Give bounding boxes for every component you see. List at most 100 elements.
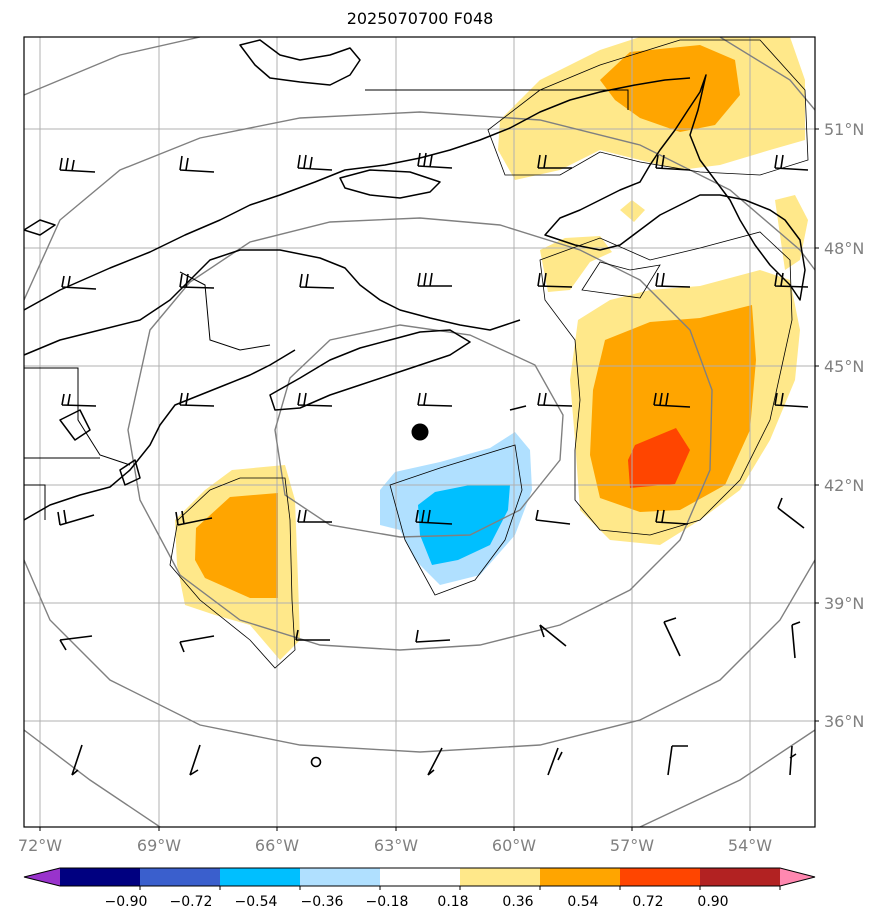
lon-label: 60°W <box>492 836 536 855</box>
wind-barb <box>655 154 691 171</box>
wind-barbs <box>57 152 809 776</box>
lat-label: 36°N <box>824 712 864 731</box>
coastlines <box>24 39 806 521</box>
colorbar-outline <box>23 867 816 887</box>
coastline <box>544 74 806 301</box>
colorbar-tick-label: −0.54 <box>235 894 278 910</box>
contour-line <box>539 231 793 536</box>
coastline <box>24 219 56 236</box>
wind-barb <box>297 154 333 171</box>
wind-barb <box>179 273 215 289</box>
wind-barb <box>509 405 527 411</box>
range-ring <box>639 729 815 827</box>
wind-barb <box>537 154 572 169</box>
lat-label: 48°N <box>824 239 864 258</box>
anomaly-area <box>628 428 690 488</box>
colorbar-bin <box>540 868 621 886</box>
wind-barb <box>655 509 689 525</box>
colorbar-bin <box>300 868 381 886</box>
wind-barb <box>415 629 451 643</box>
map-title: 2025070700 F048 <box>346 9 494 28</box>
wind-barb <box>59 157 96 173</box>
lat-label: 51°N <box>824 120 864 139</box>
wind-barb <box>667 745 688 776</box>
wind-barb <box>175 510 213 526</box>
colorbar-tick-labels: −0.90 −0.72 −0.54 −0.36 −0.18 0.18 0.36 … <box>105 894 729 910</box>
wind-barb <box>547 747 563 776</box>
colorbar-tick-label: 0.90 <box>697 894 728 910</box>
shaded-field-layer <box>175 37 808 660</box>
colorbar: −0.90 −0.72 −0.54 −0.36 −0.18 0.18 0.36 … <box>23 867 816 910</box>
range-ring <box>24 111 815 301</box>
wind-barb <box>774 154 809 171</box>
lat-label: 42°N <box>824 476 864 495</box>
colorbar-tick-label: 0.36 <box>502 894 533 910</box>
range-ring <box>719 37 815 111</box>
colorbar-bin <box>460 868 541 886</box>
lon-label: 69°W <box>137 836 181 855</box>
contour-line <box>581 261 661 299</box>
wind-barb <box>774 392 809 408</box>
wind-barb <box>774 272 809 288</box>
coastline <box>239 39 361 86</box>
colorbar-bin <box>380 868 461 886</box>
wind-barb <box>415 509 453 525</box>
colorbar-tick-label: 0.18 <box>437 894 468 910</box>
wind-barb <box>61 275 97 290</box>
wind-barb <box>57 509 95 526</box>
colorbar-tick-label: 0.72 <box>632 894 663 910</box>
coastline <box>269 329 471 411</box>
anomaly-area <box>540 236 612 292</box>
colorbar-bin <box>620 868 701 886</box>
wind-barb <box>297 392 333 407</box>
wind-barb <box>417 152 453 169</box>
colorbar-bin <box>140 868 221 886</box>
wind-barb <box>417 272 452 287</box>
calm-wind-marker <box>310 756 322 768</box>
range-rings <box>24 37 815 827</box>
range-ring <box>127 217 713 651</box>
anomaly-area <box>600 45 740 132</box>
wind-barb <box>297 509 332 523</box>
colorbar-bin <box>780 868 815 886</box>
wind-barb <box>417 392 453 407</box>
lon-labels: 72°W 69°W 66°W 63°W 60°W 57°W 54°W <box>18 836 772 855</box>
wind-barb <box>299 273 335 289</box>
border <box>365 89 629 110</box>
coastline <box>24 249 521 356</box>
coastline <box>339 169 441 199</box>
border <box>179 271 271 351</box>
lat-labels: 51°N 48°N 45°N 42°N 39°N 36°N <box>824 120 864 731</box>
wind-barb <box>295 629 330 641</box>
range-ring <box>24 729 161 827</box>
border <box>24 367 131 466</box>
lon-label: 66°W <box>255 836 299 855</box>
wind-barb <box>535 509 571 525</box>
gridlines <box>24 37 815 827</box>
wind-barb <box>189 744 201 776</box>
coastline <box>24 77 691 311</box>
wind-barb <box>59 635 93 651</box>
axis-ticks <box>39 128 819 831</box>
wind-barb <box>71 744 83 776</box>
colorbar-tick-label: −0.18 <box>366 894 409 910</box>
wind-barb <box>427 747 443 776</box>
wind-barb <box>61 393 97 407</box>
lat-label: 39°N <box>824 594 864 613</box>
wind-barb <box>663 617 681 657</box>
border <box>24 484 46 520</box>
contour-lines <box>169 39 809 669</box>
lon-label: 72°W <box>18 836 62 855</box>
range-ring <box>274 324 564 538</box>
wind-barb <box>537 392 573 407</box>
colorbar-bin <box>220 868 301 886</box>
colorbar-bin <box>700 868 781 886</box>
wind-barb <box>789 745 797 776</box>
wind-barb <box>777 497 805 529</box>
coastline <box>59 409 91 441</box>
wind-barb <box>791 621 801 659</box>
colorbar-tick-label: 0.54 <box>567 894 598 910</box>
colorbar-bin <box>24 868 60 886</box>
coastline <box>24 349 296 521</box>
